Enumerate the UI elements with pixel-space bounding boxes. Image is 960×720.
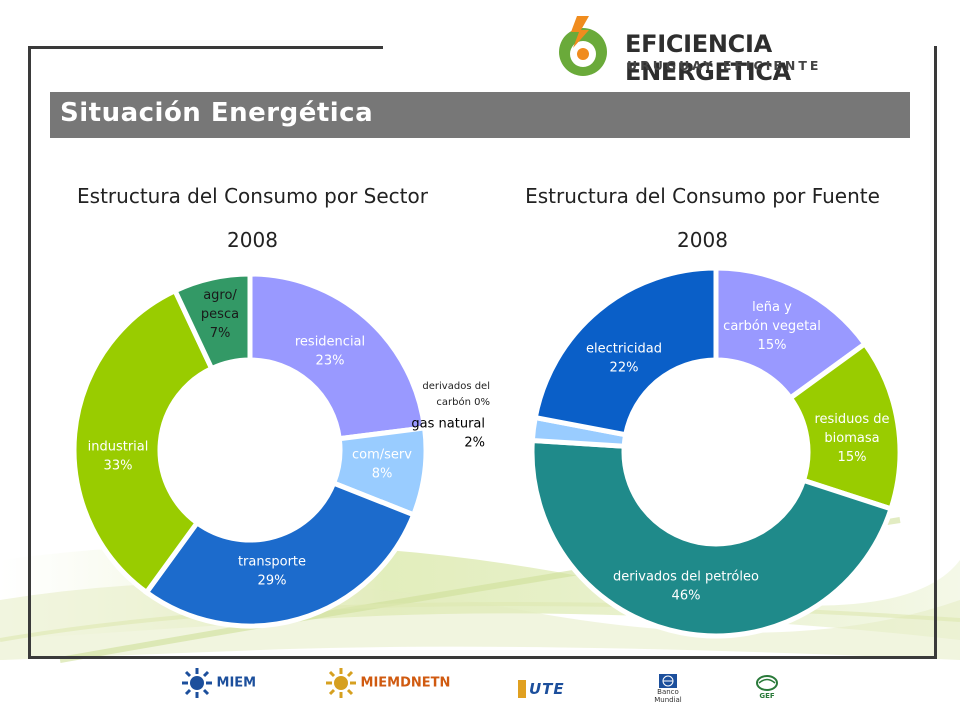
sun-icon [182,668,212,698]
chart-1-slice-3 [143,479,417,629]
chart-2-slice-6 [532,265,719,438]
chart-2-slice-3 [529,437,895,639]
frame-left-border [28,46,31,658]
chart-2-label-1: leña y carbón vegetal 15% [723,300,821,353]
chart-1-subtitle: 2008 [227,228,278,252]
footer-logo-gef: GEF [752,674,782,714]
chart-1-label-1: residencial 23% [295,335,365,369]
chart-2-title: Estructura del Consumo por Fuente [525,184,880,208]
chart-1-slice-4 [71,287,216,596]
chart-1-title: Estructura del Consumo por Sector [77,184,428,208]
gef-globe-icon [756,675,778,691]
chart-2-slice-2 [786,340,903,513]
globe-icon [659,674,677,688]
footer-logo-banco-mundial: Banco Mundial [648,674,688,714]
footer-banco-mundial-label: Banco Mundial [654,688,682,704]
footer-gef-label: GEF [759,692,775,700]
title-bar: Situación Energética [50,92,910,138]
frame-right-border [934,46,937,658]
chart-1-label-3: transporte 29% [238,555,306,589]
slide-title: Situación Energética [60,98,374,128]
chart-1-slice-1 [247,271,428,442]
chart-1-label-5: agro/pesca 7% [201,288,239,341]
chart-2-label-2: residuos de biomasa 15% [814,412,889,465]
footer-ute-label: UTE [518,680,565,698]
chart-2-label-6: electricidad 22% [586,342,662,376]
chart-2-label-3: derivados del petróleo 46% [613,570,759,604]
chart-2-label-4: derivados del carbón 0% [422,381,490,408]
chart-1-slice-5 [171,271,253,372]
footer-logo-miem: MIEM [182,668,256,708]
chart-2-label-5: gas natural 2% [411,417,485,451]
footer-miem-label: MIEM [216,675,257,691]
chart-1-label-2: com/serv 8% [352,448,412,482]
brand-title: EFICIENCIA ENERGETICA [625,30,791,86]
brand-figure-icon [559,16,607,76]
frame-top-border [28,46,383,49]
frame-bottom-border [28,656,937,659]
footer-miemdnetn-label: MIEMDNETN [360,675,451,691]
brand-subtitle: URUGUAY EFICIENTE [627,58,822,73]
footer-logo-ute: UTE [518,680,565,720]
footer-logo-miemdnetn: MIEMDNETN [326,668,450,708]
chart-2-slice-1 [713,265,869,402]
chart-1-label-4: industrial 33% [88,440,149,474]
sun-icon [326,668,356,698]
brand-logo: EFICIENCIA ENERGETICA URUGUAY EFICIENTE [555,14,915,86]
chart-2-subtitle: 2008 [677,228,728,252]
